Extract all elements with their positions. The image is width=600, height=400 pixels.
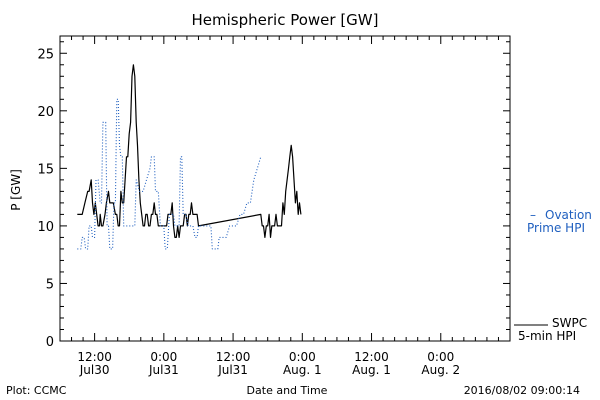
x-tick-label-time: 0:00 — [289, 350, 316, 364]
y-tick-label: 25 — [37, 47, 54, 62]
x-tick-label-time: 12:00 — [77, 350, 112, 364]
legend-ovation-dash: – — [530, 208, 536, 222]
x-tick-label-date: Jul31 — [217, 363, 248, 377]
x-tick-label-date: Jul31 — [148, 363, 179, 377]
plot-frame — [59, 35, 511, 342]
y-tick-label: 5 — [46, 277, 54, 292]
legend-ovation-line2: Prime HPI — [527, 221, 585, 235]
x-tick-label-date: Aug. 2 — [421, 363, 460, 377]
y-axis-ticks: 0 5 10 15 20 25 — [37, 41, 510, 350]
y-tick-label: 0 — [46, 335, 54, 350]
x-tick-label-date: Aug. 1 — [352, 363, 391, 377]
x-tick-label-time: 12:00 — [354, 350, 389, 364]
y-tick-label: 20 — [37, 105, 54, 120]
y-tick-label: 15 — [37, 162, 54, 177]
x-tick-label-time: 12:00 — [216, 350, 251, 364]
legend-ovation-line1: Ovation — [545, 208, 592, 222]
series-ovation-line — [77, 98, 262, 250]
x-tick-label-date: Jul30 — [79, 363, 110, 377]
x-tick-label-date: Aug. 1 — [283, 363, 322, 377]
x-axis-label: Date and Time — [247, 384, 328, 397]
plot-credit: Plot: CCMC — [6, 384, 67, 397]
y-tick-label: 10 — [37, 220, 54, 235]
y-axis-label: P [GW] — [9, 169, 23, 211]
chart-title: Hemispheric Power [GW] — [192, 11, 379, 29]
legend-swpc-line1: SWPC — [552, 316, 587, 330]
plot-timestamp: 2016/08/02 09:00:14 — [464, 384, 580, 397]
x-tick-label-time: 0:00 — [150, 350, 177, 364]
x-tick-label-time: 0:00 — [427, 350, 454, 364]
series-swpc-line — [77, 64, 302, 238]
legend-swpc-line2: 5-min HPI — [518, 329, 576, 343]
plot-axes — [59, 35, 511, 342]
series-group — [77, 64, 302, 250]
